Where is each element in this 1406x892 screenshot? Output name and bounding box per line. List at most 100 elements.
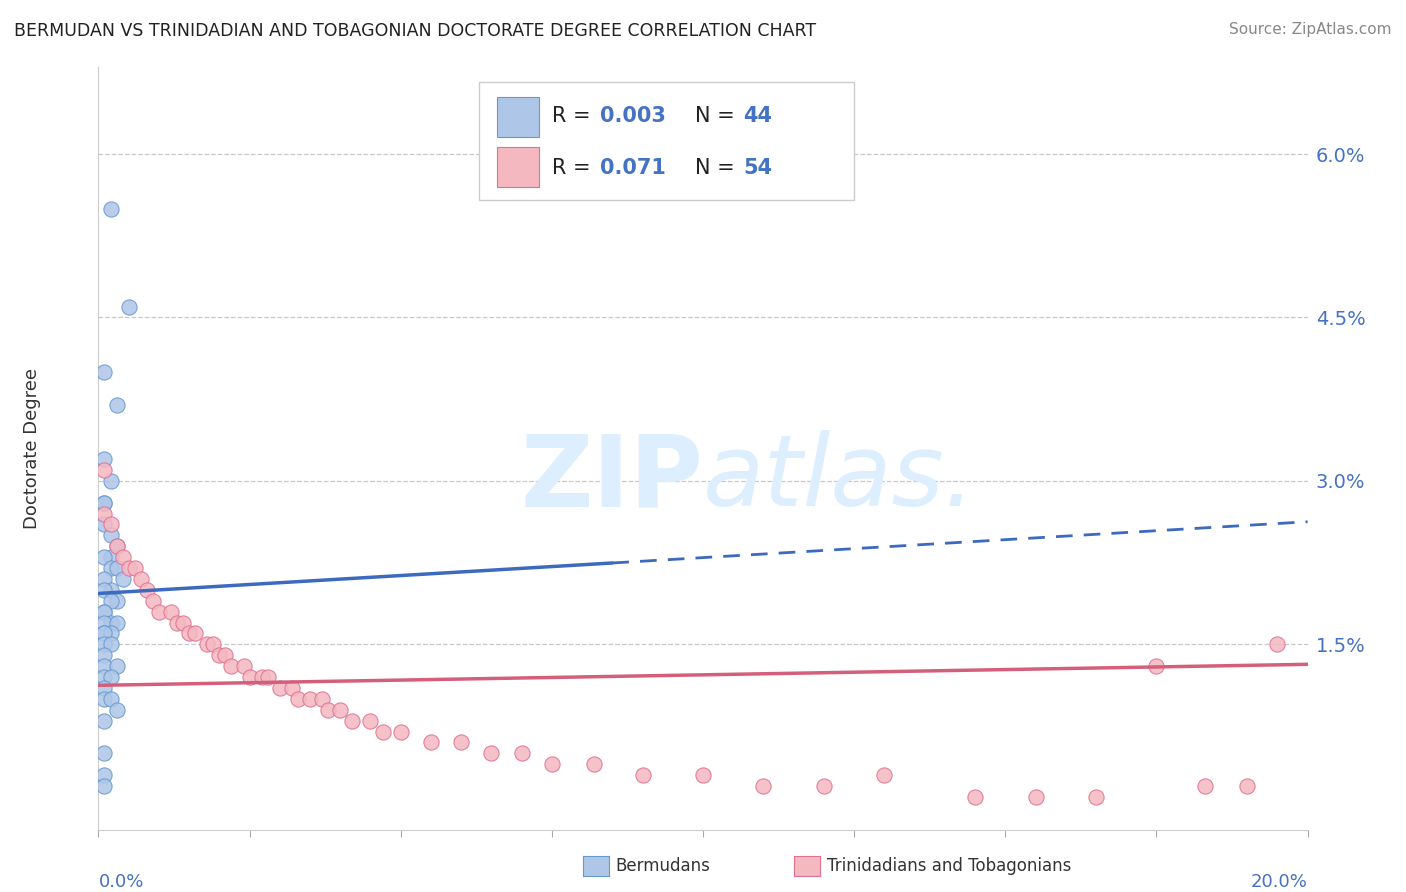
Text: N =: N = (695, 106, 741, 127)
Point (166, 615, 188, 630)
Point (93, 605, 115, 619)
Point (221, 659, 243, 673)
Point (93, 637, 115, 651)
FancyBboxPatch shape (498, 147, 538, 186)
Point (195, 637, 218, 651)
FancyBboxPatch shape (498, 97, 538, 137)
Text: Source: ZipAtlas.com: Source: ZipAtlas.com (1229, 22, 1392, 37)
Point (752, 779, 775, 793)
Point (450, 735, 472, 749)
Point (360, 714, 382, 728)
Point (100, 561, 122, 575)
Point (1236, 779, 1258, 793)
Text: 20.0%: 20.0% (1251, 873, 1308, 891)
Text: atlas.: atlas. (703, 430, 976, 527)
Point (105, 594, 128, 608)
Point (100, 626, 122, 640)
Point (93, 659, 115, 673)
Text: N =: N = (695, 159, 741, 178)
Point (105, 539, 128, 553)
Point (118, 561, 141, 575)
Point (281, 681, 304, 695)
Point (100, 474, 122, 488)
Point (1144, 659, 1167, 673)
Text: Doctorate Degree: Doctorate Degree (22, 368, 41, 529)
Point (1194, 779, 1216, 793)
Point (179, 626, 201, 640)
Point (93, 550, 115, 565)
Point (118, 300, 141, 314)
Point (93, 626, 115, 640)
Text: ZIP: ZIP (520, 430, 703, 527)
Point (184, 626, 207, 640)
Point (93, 582, 115, 597)
Point (105, 615, 128, 630)
Point (329, 703, 352, 717)
Point (1267, 637, 1289, 651)
Text: R =: R = (551, 106, 598, 127)
Text: 0.071: 0.071 (600, 159, 666, 178)
Point (93, 365, 115, 379)
Point (142, 594, 165, 608)
Point (873, 768, 896, 782)
Point (93, 507, 115, 521)
Point (93, 463, 115, 477)
Point (100, 594, 122, 608)
Point (1085, 789, 1108, 804)
Point (111, 550, 134, 565)
Point (631, 768, 654, 782)
Point (100, 517, 122, 532)
Point (105, 398, 128, 412)
Point (160, 605, 183, 619)
Point (100, 582, 122, 597)
Point (93, 714, 115, 728)
Point (316, 703, 339, 717)
Point (93, 746, 115, 760)
Point (232, 659, 254, 673)
Point (389, 724, 412, 739)
Point (105, 659, 128, 673)
Point (93, 670, 115, 684)
Point (269, 681, 291, 695)
Point (105, 539, 128, 553)
Point (299, 691, 322, 706)
Point (93, 779, 115, 793)
Point (239, 670, 262, 684)
Point (540, 757, 562, 772)
Point (1024, 789, 1046, 804)
Point (202, 637, 225, 651)
Point (148, 605, 170, 619)
Point (93, 681, 115, 695)
Text: Bermudans: Bermudans (616, 857, 710, 875)
Point (692, 768, 714, 782)
Point (93, 768, 115, 782)
Point (100, 615, 122, 630)
Text: 0.003: 0.003 (600, 106, 666, 127)
Text: BERMUDAN VS TRINIDADIAN AND TOBAGONIAN DOCTORATE DEGREE CORRELATION CHART: BERMUDAN VS TRINIDADIAN AND TOBAGONIAN D… (14, 22, 817, 40)
Point (111, 572, 134, 586)
Point (93, 452, 115, 467)
Text: 54: 54 (742, 159, 772, 178)
Point (256, 670, 278, 684)
Point (93, 648, 115, 663)
Point (93, 572, 115, 586)
Point (100, 528, 122, 542)
Text: 0.0%: 0.0% (98, 873, 143, 891)
Point (93, 691, 115, 706)
Point (93, 517, 115, 532)
Point (371, 724, 394, 739)
Point (100, 202, 122, 216)
Point (100, 691, 122, 706)
Point (214, 648, 236, 663)
Point (100, 637, 122, 651)
Point (135, 582, 157, 597)
Point (311, 691, 333, 706)
Point (124, 561, 146, 575)
Point (129, 572, 152, 586)
Text: Trinidadians and Tobagonians: Trinidadians and Tobagonians (827, 857, 1071, 875)
Point (93, 615, 115, 630)
Point (93, 626, 115, 640)
Point (287, 691, 309, 706)
Point (250, 670, 273, 684)
Point (342, 714, 364, 728)
